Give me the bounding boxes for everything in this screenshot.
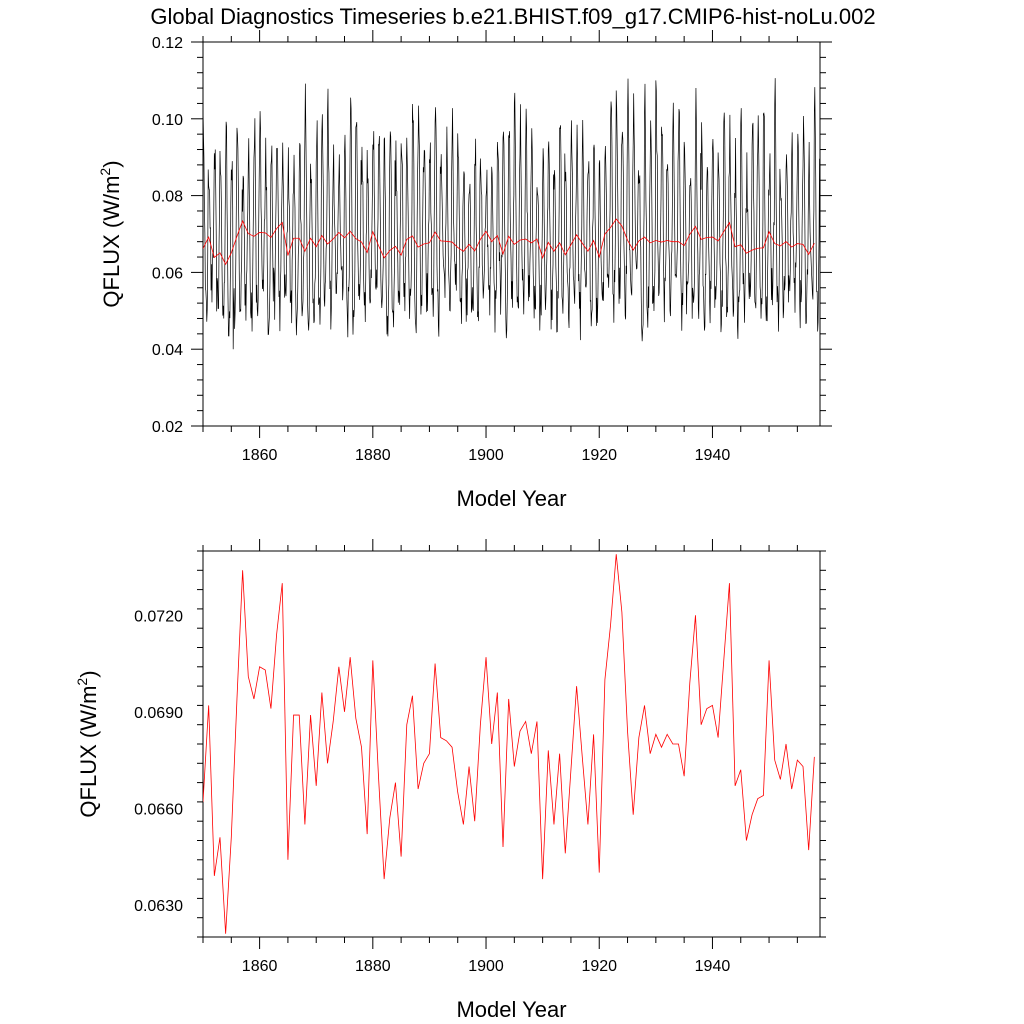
x-tick-label: 1940	[695, 447, 731, 464]
y-tick-label: 0.02	[152, 419, 183, 436]
annual-mean-line	[203, 218, 815, 266]
y-tick-label: 0.06	[152, 265, 183, 282]
x-tick-label: 1940	[695, 958, 731, 975]
bottom-panel-plot: 1860 1880 1900 1920 1940 0.0630 0.0660 0.0690 0.…	[74, 539, 826, 1022]
y-axis-label-close: )	[99, 160, 124, 167]
x-tick-label: 1860	[242, 447, 278, 464]
y-tick-label: 0.0660	[134, 801, 183, 818]
x-tick-label: 1900	[468, 447, 504, 464]
y-axis-label: QFLUX (W/m2)	[97, 160, 124, 307]
y-tick-label: 0.10	[152, 112, 183, 129]
y-tick-label: 0.12	[152, 35, 183, 52]
y-tick-label: 0.0690	[134, 705, 183, 722]
x-tick-label: 1880	[355, 958, 391, 975]
top-panel-plot: 1860 1880 1900 1920 1940 0.02 0.04 0.06 0.08 0.10…	[97, 30, 832, 511]
annual-mean-line	[203, 554, 815, 934]
y-axis-label-superscript: 2	[97, 168, 113, 176]
x-tick-label: 1900	[468, 958, 504, 975]
plot-frame	[202, 41, 821, 427]
x-tick-label: 1920	[581, 958, 617, 975]
monthly-series-line	[203, 78, 820, 350]
x-axis-label: Model Year	[456, 997, 566, 1022]
y-axis-label: QFLUX (W/m2)	[74, 670, 101, 817]
y-tick-label: 0.04	[152, 342, 183, 359]
y-tick-label: 0.0720	[134, 608, 183, 625]
series-group	[203, 78, 820, 350]
x-tick-label: 1880	[355, 447, 391, 464]
y-axis-label-superscript: 2	[74, 678, 90, 686]
y-tick-label: 0.08	[152, 189, 183, 206]
y-tick-label: 0.0630	[134, 898, 183, 915]
y-axis-label-text: QFLUX (W/m	[99, 176, 124, 308]
x-axis-label: Model Year	[456, 486, 566, 511]
x-tick-label: 1920	[581, 447, 617, 464]
y-axis-label-text: QFLUX (W/m	[76, 686, 101, 818]
series-group	[203, 554, 815, 934]
y-axis-label-close: )	[76, 670, 101, 677]
x-tick-label: 1860	[242, 958, 278, 975]
page-title: Global Diagnostics Timeseries b.e21.BHIS…	[150, 4, 875, 29]
